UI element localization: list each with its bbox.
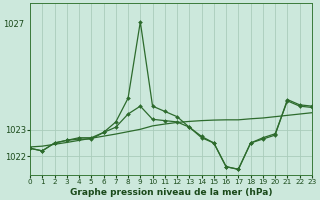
X-axis label: Graphe pression niveau de la mer (hPa): Graphe pression niveau de la mer (hPa) xyxy=(70,188,272,197)
Text: 1027: 1027 xyxy=(3,20,24,29)
